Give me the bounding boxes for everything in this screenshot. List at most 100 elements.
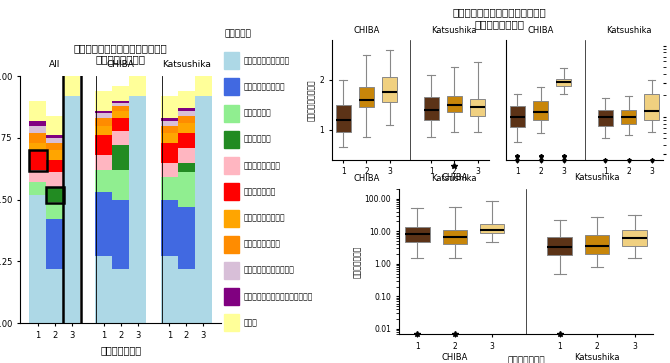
- Text: ストレプトコッカス: ストレプトコッカス: [243, 82, 285, 91]
- Text: 腸内細菌属: 腸内細菌属: [224, 29, 251, 38]
- Bar: [178, 116, 195, 123]
- Bar: [95, 111, 112, 113]
- Bar: [112, 200, 129, 269]
- Bar: [224, 131, 239, 148]
- Bar: [224, 262, 239, 279]
- Bar: [129, 76, 146, 96]
- X-axis label: エンテロタイプ: エンテロタイプ: [100, 345, 141, 355]
- Text: エシェリヒア: エシェリヒア: [243, 109, 271, 118]
- Text: CHIBA: CHIBA: [442, 353, 468, 362]
- PathPatch shape: [470, 99, 485, 116]
- Text: CHIBA: CHIBA: [107, 60, 135, 69]
- PathPatch shape: [621, 110, 636, 124]
- Bar: [112, 111, 129, 118]
- Bar: [29, 170, 46, 182]
- Text: エンテロコッカス: エンテロコッカス: [243, 161, 280, 170]
- Bar: [95, 126, 112, 135]
- Text: CHIBA: CHIBA: [353, 174, 380, 183]
- Bar: [29, 182, 46, 195]
- Bar: [46, 143, 64, 150]
- Bar: [129, 96, 146, 323]
- Bar: [161, 96, 178, 118]
- PathPatch shape: [622, 230, 647, 246]
- PathPatch shape: [510, 106, 525, 127]
- Bar: [161, 118, 178, 121]
- Text: Katsushika: Katsushika: [431, 26, 477, 35]
- PathPatch shape: [585, 235, 609, 254]
- Bar: [46, 172, 64, 187]
- PathPatch shape: [423, 97, 439, 120]
- Bar: [46, 187, 64, 202]
- Bar: [178, 163, 195, 172]
- Bar: [29, 150, 46, 170]
- Bar: [46, 116, 64, 135]
- Bar: [46, 135, 64, 138]
- Bar: [29, 126, 46, 133]
- Bar: [178, 172, 195, 207]
- Bar: [161, 133, 178, 143]
- Bar: [178, 108, 195, 111]
- Text: Katsushika: Katsushika: [162, 60, 211, 69]
- Bar: [112, 131, 129, 145]
- Y-axis label: プロピオン酸量: プロピオン酸量: [352, 245, 362, 278]
- Bar: [112, 86, 129, 101]
- Bar: [178, 133, 195, 148]
- Bar: [63, 74, 81, 326]
- Text: CHIBA: CHIBA: [527, 26, 554, 35]
- Text: ビフィドバクテリウム: ビフィドバクテリウム: [243, 56, 289, 65]
- Bar: [178, 111, 195, 116]
- Bar: [224, 288, 239, 305]
- PathPatch shape: [533, 101, 548, 120]
- PathPatch shape: [447, 96, 462, 112]
- Bar: [64, 96, 80, 323]
- Bar: [95, 113, 112, 118]
- Text: Katsushika: Katsushika: [431, 174, 477, 183]
- Bar: [46, 269, 64, 323]
- PathPatch shape: [405, 228, 429, 242]
- Bar: [46, 138, 64, 143]
- PathPatch shape: [480, 224, 505, 233]
- Bar: [178, 269, 195, 323]
- Bar: [112, 269, 129, 323]
- Bar: [161, 178, 178, 200]
- Bar: [161, 121, 178, 126]
- Bar: [161, 200, 178, 256]
- Bar: [224, 314, 239, 331]
- Bar: [161, 143, 178, 163]
- Bar: [29, 121, 46, 126]
- PathPatch shape: [556, 79, 572, 86]
- Bar: [112, 118, 129, 131]
- Bar: [178, 148, 195, 163]
- Bar: [112, 170, 129, 200]
- Bar: [161, 126, 178, 133]
- Bar: [29, 150, 47, 171]
- Bar: [112, 106, 129, 111]
- PathPatch shape: [359, 87, 374, 107]
- Bar: [64, 76, 80, 96]
- Bar: [112, 145, 129, 170]
- Y-axis label: 腸内細菌叢の多様性: 腸内細菌叢の多様性: [308, 79, 316, 121]
- X-axis label: エンテロタイプ: エンテロタイプ: [507, 356, 545, 363]
- Bar: [29, 143, 46, 150]
- Bar: [224, 209, 239, 227]
- PathPatch shape: [644, 94, 659, 120]
- Bar: [95, 256, 112, 323]
- Bar: [95, 118, 112, 126]
- Bar: [112, 103, 129, 106]
- PathPatch shape: [443, 230, 467, 244]
- Bar: [178, 91, 195, 108]
- Bar: [224, 52, 239, 69]
- Text: クロストリジウム: クロストリジウム: [243, 240, 280, 249]
- Bar: [195, 76, 212, 96]
- Bar: [161, 163, 178, 178]
- Bar: [195, 96, 212, 323]
- Bar: [95, 192, 112, 256]
- Bar: [95, 170, 112, 192]
- Bar: [95, 91, 112, 111]
- Text: クレブシエラ: クレブシエラ: [243, 135, 271, 144]
- Title: 生後１カ月の各エンテロタイプの
特徴的な腸内細菌: 生後１カ月の各エンテロタイプの 特徴的な腸内細菌: [74, 43, 168, 64]
- Bar: [46, 219, 64, 269]
- Text: CHIBA: CHIBA: [353, 26, 380, 35]
- PathPatch shape: [382, 77, 397, 102]
- Bar: [29, 101, 46, 121]
